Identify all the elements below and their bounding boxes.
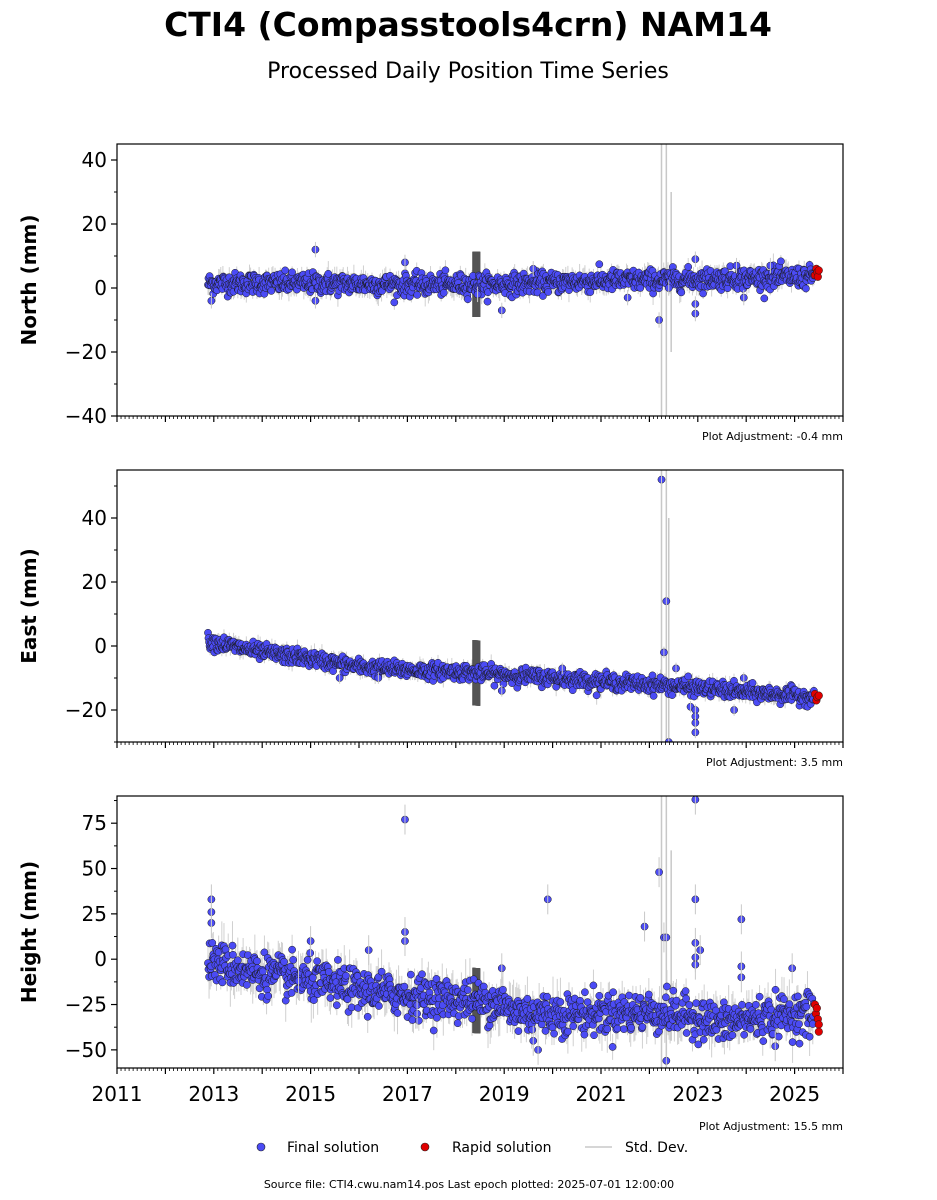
y-axis-label: North (mm) [17,214,41,345]
y-tick-label: 0 [94,276,107,300]
final-point [253,957,261,965]
final-point [649,692,658,700]
final-point [267,287,276,295]
x-axis [116,742,844,748]
rapid-series [810,689,823,705]
final-point [263,985,271,994]
final-point [228,941,237,950]
final-point [264,992,273,1000]
y-tick-label: −20 [65,340,107,364]
final-point [326,994,335,1002]
final-point [342,971,350,980]
final-point [408,1016,417,1024]
y-tick-label: 20 [82,212,107,236]
final-point [288,268,296,277]
final-point [229,950,237,959]
final-point [439,288,448,297]
y-tick-label: 0 [94,634,107,658]
final-series [204,245,818,324]
final-point [287,989,296,997]
final-point [390,298,399,307]
y-axis: −20 0 20 40 [65,485,117,743]
final-point [243,981,251,989]
final-point [684,672,693,681]
panels: −40 −20 0 20 40 North (mm) Plot Adjustment: -0… [17,143,844,1133]
final-point [313,957,321,966]
final-series [204,475,818,742]
panel-1: −40 −20 0 20 40 North (mm) Plot Adjustment: -0… [17,143,844,443]
final-point [777,257,785,266]
final-point [539,292,547,300]
final-point [289,956,298,964]
y-tick-label: −40 [65,404,107,428]
final-point [310,996,318,1004]
rapid-point [814,691,823,700]
final-point [332,1001,341,1010]
x-axis [116,416,844,422]
final-point [636,284,645,292]
final-point [586,288,595,296]
final-point [377,967,386,976]
y-tick-label: 40 [82,506,107,530]
final-point [334,956,342,964]
final-point [595,260,604,269]
final-point [258,967,267,976]
final-point [760,294,769,303]
final-point [363,1012,372,1021]
y-tick-label: 20 [82,570,107,594]
y-axis: −40 −20 0 20 40 [65,148,117,428]
y-tick-label: −20 [65,698,107,722]
final-point [802,284,810,293]
final-point [303,956,312,964]
final-point [406,970,415,979]
final-point [544,288,553,296]
final-point [288,945,296,954]
plot-area [204,144,823,416]
final-point [375,1002,383,1010]
y-axis-label: East (mm) [17,548,41,664]
final-point [699,289,707,298]
final-point [441,266,450,275]
final-point [668,691,677,699]
chart-subtitle: Processed Daily Position Time Series [267,59,669,84]
final-point [324,269,333,278]
final-point [208,939,217,947]
final-point [483,297,492,306]
plot-area [204,796,823,1068]
final-point [463,295,472,304]
rapid-point [814,266,823,275]
panel-2: −20 0 20 40 East (mm) Plot Adjustment: 3.5 mm [17,469,844,769]
y-tick-label: 40 [82,148,107,172]
final-point [533,288,542,297]
final-point [592,691,601,700]
final-point [400,982,409,991]
final-point [347,1003,356,1012]
final-point [748,679,757,687]
final-point [684,263,693,271]
final-point [490,681,499,690]
plot-area [204,470,823,742]
final-point [677,288,686,297]
final-point [281,266,290,275]
chart-title: CTI4 (Compasstools4crn) NAM14 [164,5,772,44]
final-series [204,796,818,1065]
plot-adjustment: Plot Adjustment: -0.4 mm [702,430,843,443]
final-point [280,957,288,966]
plot-adjustment: Plot Adjustment: 3.5 mm [706,756,843,769]
rapid-series [810,264,823,281]
final-point [218,978,227,987]
final-point [233,956,242,965]
final-point [393,1009,402,1017]
final-point [413,291,422,299]
